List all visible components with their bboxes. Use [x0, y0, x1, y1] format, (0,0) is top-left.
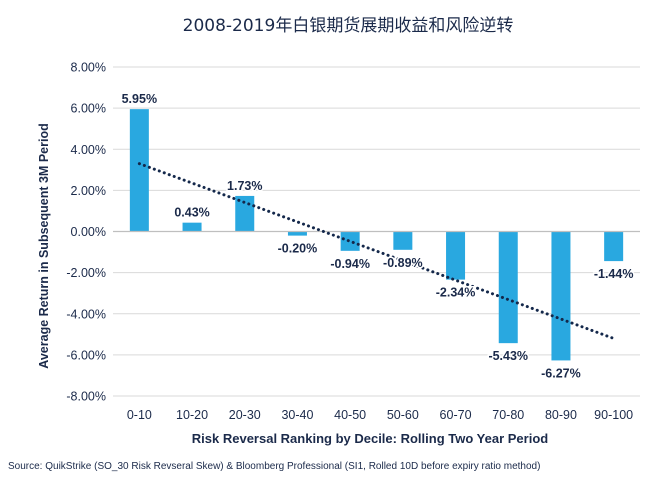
trend-line	[137, 162, 616, 340]
y-tick-label: -2.00%	[66, 266, 106, 280]
x-tick-label: 30-40	[281, 408, 313, 422]
trendline	[137, 162, 616, 340]
data-label: -6.27%	[541, 366, 581, 380]
y-axis-title: Average Return in Subsequent 3M Period	[37, 123, 51, 368]
bar-10-20	[182, 222, 202, 232]
bar-80-90	[551, 231, 571, 361]
bar-60-70	[446, 231, 466, 280]
x-tick-label: 50-60	[387, 408, 419, 422]
chart-title: 2008-2019年白银期货展期收益和风险逆转	[183, 16, 514, 36]
source-note: Source: QuikStrike (SO_30 Risk Revseral …	[8, 461, 541, 472]
y-tick-label: 2.00%	[71, 184, 106, 198]
data-label: -5.43%	[488, 349, 528, 363]
y-tick-label: -4.00%	[66, 307, 106, 321]
data-label: 1.73%	[227, 179, 262, 193]
x-tick-label: 0-10	[127, 408, 152, 422]
x-axis-title: Risk Reversal Ranking by Decile: Rolling…	[192, 431, 548, 446]
x-tick-label: 70-80	[492, 408, 524, 422]
y-tick-label: 6.00%	[71, 102, 106, 116]
y-tick-label: 4.00%	[71, 143, 106, 157]
y-tick-label: -6.00%	[66, 348, 106, 362]
data-label: -0.20%	[278, 242, 318, 256]
data-label: -0.89%	[383, 256, 423, 270]
data-label: -1.44%	[594, 267, 634, 281]
bar-30-40	[287, 231, 307, 236]
bar-0-10	[129, 109, 149, 232]
data-label: -2.34%	[436, 286, 476, 300]
grid-lines	[113, 66, 640, 397]
x-tick-label: 10-20	[176, 408, 208, 422]
bars	[129, 109, 624, 361]
x-tick-label: 20-30	[229, 408, 261, 422]
y-axis-ticks: 8.00% 6.00% 4.00% 2.00% 0.00% -2.00% -4.00% -6.…	[66, 61, 106, 404]
bar-40-50	[340, 231, 360, 251]
y-tick-label: 8.00%	[71, 61, 106, 75]
x-tick-label: 60-70	[440, 408, 472, 422]
x-tick-label: 40-50	[334, 408, 366, 422]
x-tick-label: 90-100	[594, 408, 633, 422]
data-label: 0.43%	[174, 206, 209, 220]
bar-50-60	[393, 231, 413, 250]
bar-70-80	[498, 231, 518, 344]
x-axis-ticks: 0-10 10-20 20-30 30-40 40-50 50-60 60-70 70-80 8…	[127, 408, 633, 422]
x-tick-label: 80-90	[545, 408, 577, 422]
data-label: -0.94%	[330, 257, 370, 271]
y-tick-label: -8.00%	[66, 390, 106, 404]
data-labels: 5.95% 0.43% 1.73% -0.20% -0.94% -0.89% -2.34% -…	[120, 91, 635, 382]
data-label: 5.95%	[122, 92, 157, 106]
y-tick-label: 0.00%	[71, 225, 106, 239]
bar-90-100	[604, 231, 624, 262]
